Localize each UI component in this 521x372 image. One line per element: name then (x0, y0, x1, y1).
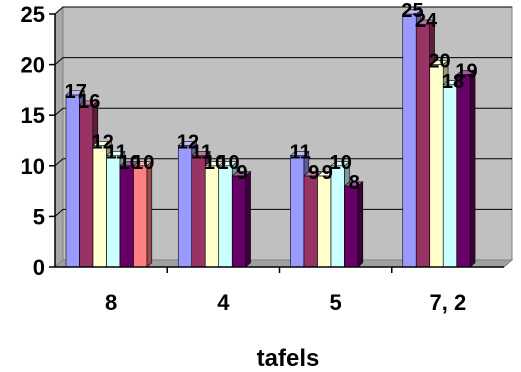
bar-front (290, 155, 305, 268)
y-tick-label: 5 (33, 204, 45, 229)
bar-front (442, 84, 458, 268)
data-label: 18 (442, 71, 464, 93)
bar-front (177, 145, 193, 268)
bar-front (218, 165, 233, 268)
gridline (54, 107, 512, 116)
gridline (54, 6, 512, 15)
data-label: 16 (78, 91, 100, 113)
data-label: 10 (204, 152, 226, 174)
x-tick-labels: 8 4 5 7, 2 (105, 290, 466, 315)
data-label: 12 (177, 132, 199, 154)
bar-front (402, 13, 417, 268)
data-label: 17 (65, 81, 87, 103)
data-label: 24 (415, 10, 438, 32)
data-label: 10 (330, 152, 352, 174)
bar-front (133, 165, 148, 268)
y-tick-label: 20 (21, 53, 45, 78)
bar-side (146, 160, 153, 268)
x-tick-label: 7, 2 (430, 290, 467, 315)
bar-front (330, 165, 345, 268)
y-tick-label: 15 (21, 103, 45, 128)
bar-front (344, 185, 359, 268)
x-axis-title: tafels (257, 345, 320, 372)
bar-front (456, 74, 471, 268)
bar-front (303, 175, 318, 268)
bar-side (469, 69, 476, 268)
y-tick-label: 10 (21, 154, 45, 179)
bar (343, 181, 364, 268)
data-label: 20 (428, 51, 450, 73)
data-label: 9 (308, 162, 319, 184)
data-label: 8 (349, 172, 360, 194)
y-tick-label: 0 (33, 255, 45, 280)
data-label: 11 (191, 142, 212, 164)
gridline (54, 57, 512, 65)
x-tick-label: 5 (330, 290, 342, 315)
data-label: 10 (217, 152, 239, 174)
bar-front (231, 175, 247, 268)
bar-front (204, 165, 220, 268)
bar (455, 69, 476, 268)
gridline (54, 158, 512, 167)
bar-front (92, 145, 107, 268)
data-label: 9 (322, 162, 333, 184)
y-tick-label: 25 (21, 2, 45, 27)
bar-side (357, 181, 364, 268)
data-label: 12 (92, 132, 114, 154)
bars (65, 9, 476, 268)
x-tick-label: 8 (105, 290, 117, 315)
axes (49, 13, 504, 273)
bar-front (429, 64, 444, 268)
data-label: 9 (236, 162, 247, 184)
data-label: 25 (401, 0, 423, 22)
data-label: 11 (106, 142, 127, 164)
bar (132, 160, 153, 268)
data-label: 19 (455, 61, 477, 83)
bar-front (79, 104, 94, 268)
bar-front (119, 165, 134, 268)
data-label: 10 (132, 152, 154, 174)
data-label: 10 (119, 152, 141, 174)
side-wall (54, 5, 64, 269)
bar-front (65, 94, 80, 268)
bar (231, 171, 252, 268)
bar-front (317, 175, 332, 268)
bar-side (245, 171, 251, 268)
data-label: 11 (290, 142, 311, 164)
y-tick-labels: 0 5 10 15 20 25 (21, 2, 45, 280)
x-tick-label: 4 (217, 290, 230, 315)
